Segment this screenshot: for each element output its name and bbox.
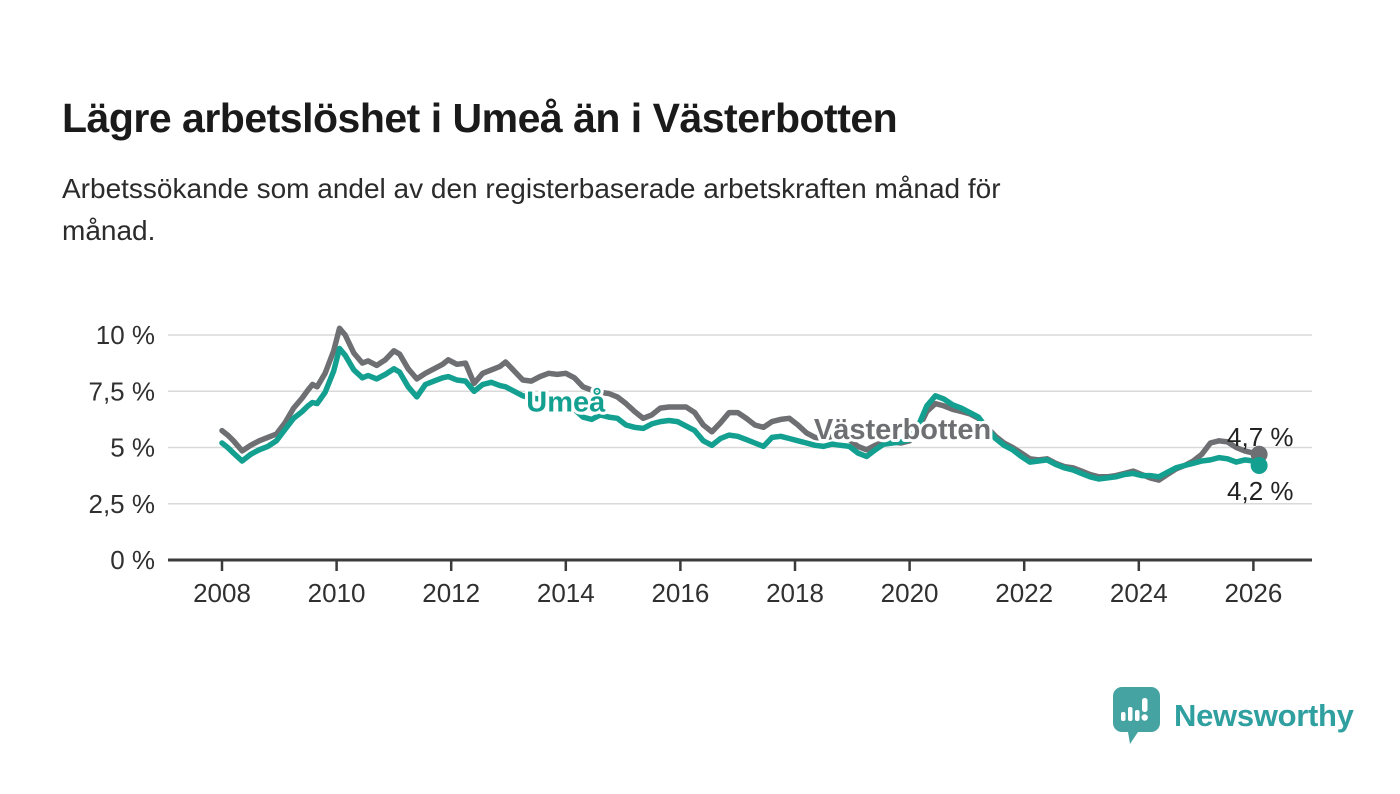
series-label-västerbotten: Västerbotten (814, 414, 991, 446)
x-axis: 2008 2010 2012 2014 2016 2018 2020 2022 2024 2026 (193, 560, 1282, 608)
gridlines (168, 334, 1312, 505)
y-axis-label: 10 % (96, 320, 155, 350)
series-line-västerbotten (219, 325, 1262, 483)
series-line-umeå (219, 345, 1262, 482)
series-endpoint-dot-umeå (1250, 457, 1268, 474)
x-axis-label: 2020 (881, 578, 939, 608)
x-axis-label: 2022 (995, 578, 1053, 608)
newsworthy-logo[interactable]: Newsworthy (1112, 686, 1354, 746)
x-axis-label: 2010 (308, 578, 366, 608)
newsworthy-logo-icon (1113, 687, 1160, 744)
series-label-umeå: Umeå (526, 387, 606, 419)
y-axis-label: 5 % (110, 433, 155, 463)
x-axis-label: 2008 (193, 578, 251, 608)
x-axis-label: 2016 (651, 578, 709, 608)
x-axis-label: 2026 (1224, 578, 1282, 608)
y-axis-labels: 0 % 2,5 % 5 % 7,5 % 10 % (89, 320, 156, 575)
x-axis-label: 2012 (422, 578, 480, 608)
value-annotation-umeå: 4,2 % (1227, 476, 1294, 506)
y-axis-label: 7,5 % (89, 376, 156, 406)
chart-subtitle: Arbetssökande som andel av den registerb… (62, 173, 1001, 246)
x-axis-label: 2014 (537, 578, 595, 608)
x-axis-label: 2024 (1110, 578, 1168, 608)
x-axis-label: 2018 (766, 578, 824, 608)
brand-name: Newsworthy (1174, 698, 1354, 733)
y-axis-label: 0 % (110, 545, 155, 575)
value-annotation-västerbotten: 4,7 % (1227, 422, 1294, 452)
page-title: Lägre arbetslöshet i Umeå än i Västerbot… (62, 95, 898, 142)
y-axis-label: 2,5 % (89, 489, 156, 519)
